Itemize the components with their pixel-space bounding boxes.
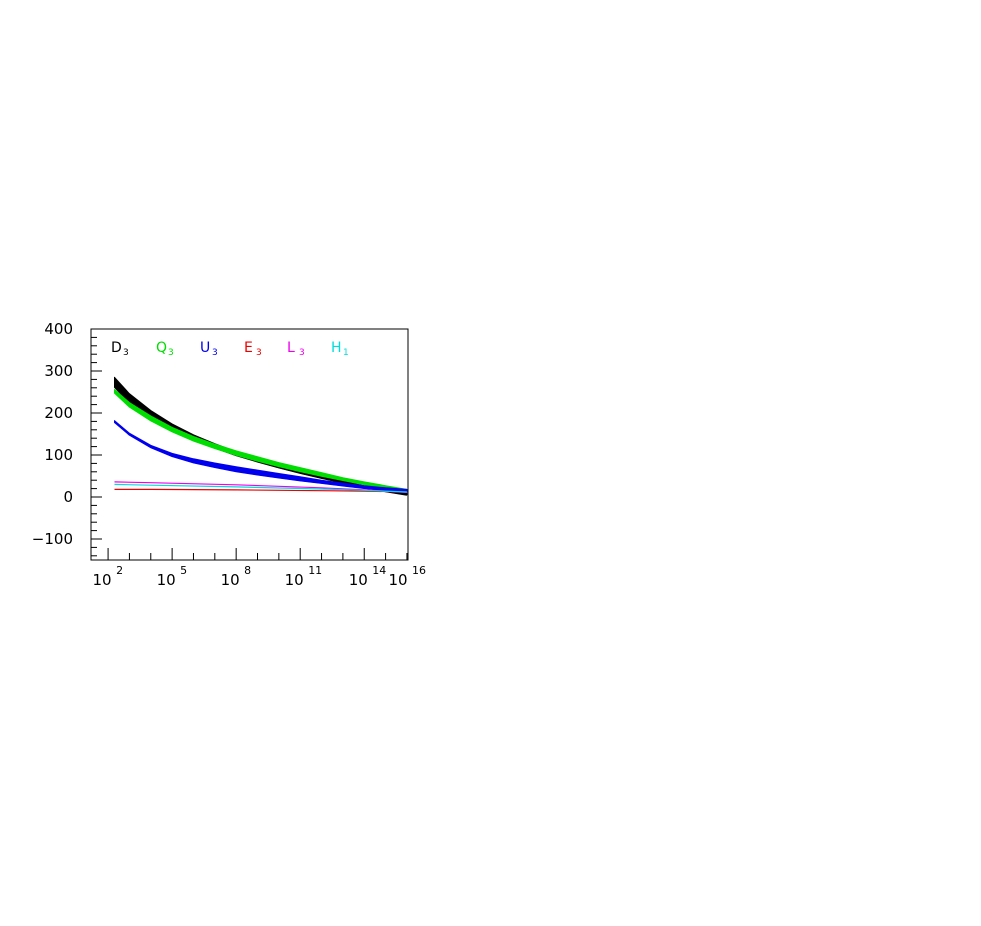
legend-label: D (111, 340, 122, 356)
y-tick-label: 100 (44, 446, 73, 464)
legend-label: Q (156, 340, 167, 356)
x-tick-label-exponent: 11 (308, 564, 322, 577)
x-tick-label-exponent: 2 (116, 564, 123, 577)
legend-label-subscript: 3 (299, 348, 305, 358)
y-tick-label: −100 (32, 530, 73, 548)
legend-label-subscript: 3 (123, 348, 129, 358)
legend-label: H (331, 340, 342, 356)
legend-label: U (200, 340, 210, 356)
y-tick-label: 200 (44, 404, 73, 422)
x-tick-label-base: 10 (349, 571, 368, 589)
series-layer (113, 376, 408, 496)
x-tick-label-exponent: 8 (244, 564, 251, 577)
x-tick-label: 10 2 (93, 564, 124, 589)
series-line-e3 (114, 488, 407, 493)
x-tick-label: 10 16 (388, 564, 426, 589)
legend-label: L (287, 340, 295, 356)
y-tick-label: 300 (44, 362, 73, 380)
legend-label-subscript: 3 (212, 348, 218, 358)
x-tick-label: 10 5 (157, 564, 188, 589)
series-line-h1 (114, 483, 407, 493)
x-tick-label-base: 10 (388, 571, 407, 589)
plot-frame (90, 328, 409, 561)
y-tick-label: 0 (63, 488, 73, 506)
x-tick-label-exponent: 5 (180, 564, 187, 577)
x-tick-label-exponent: 16 (412, 564, 426, 577)
x-tick-label-base: 10 (93, 571, 112, 589)
y-tick-label: 400 (44, 320, 73, 338)
legend-label-subscript: 1 (343, 348, 349, 358)
legend-label-subscript: 3 (256, 348, 262, 358)
x-tick-label: 10 11 (285, 564, 323, 589)
legend-label: E (244, 340, 253, 356)
x-tick-label-exponent: 14 (372, 564, 386, 577)
x-tick-label: 10 8 (221, 564, 252, 589)
x-tick-label: 10 14 (349, 564, 387, 589)
x-tick-label-base: 10 (221, 571, 240, 589)
series-line-q3-lower (113, 392, 408, 492)
legend-label-subscript: 3 (168, 348, 174, 358)
x-tick-label-base: 10 (157, 571, 176, 589)
series-line-u3-lower (113, 421, 407, 494)
x-tick-label-base: 10 (285, 571, 304, 589)
